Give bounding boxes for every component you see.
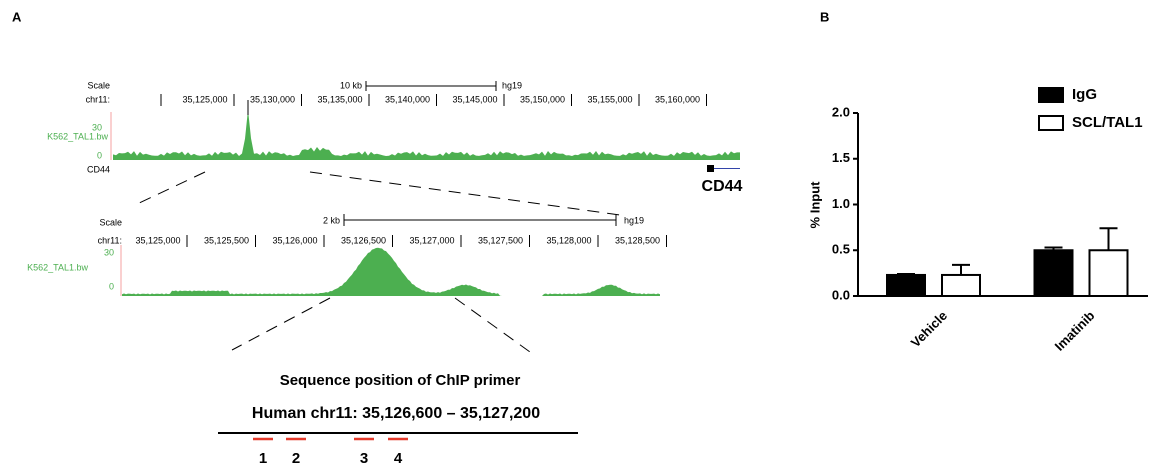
coord-label: 35,135,000 <box>317 94 362 104</box>
panel-label: A <box>12 9 22 24</box>
chrom-label: chr11: <box>98 235 122 245</box>
zoom-line <box>309 171 621 216</box>
x-tick-label: Vehicle <box>908 308 950 350</box>
primer-number: 1 <box>259 450 267 467</box>
coord-label: 35,125,000 <box>182 94 227 104</box>
coord-label: 35,125,500 <box>204 235 249 245</box>
signal-track <box>122 247 660 296</box>
coord-label: 35,127,000 <box>409 235 454 245</box>
scale-label: Scale <box>87 80 110 90</box>
y-tick-label: 1.5 <box>832 150 850 165</box>
coord-label: 35,127,500 <box>478 235 523 245</box>
signal-track <box>113 109 740 160</box>
coord-label: 35,126,000 <box>272 235 317 245</box>
legend-label: SCL/TAL1 <box>1072 114 1143 131</box>
primer-region: Human chr11: 35,126,600 – 35,127,200 <box>252 405 540 422</box>
track-name: K562_TAL1.bw <box>47 131 108 141</box>
coord-label: 35,140,000 <box>385 94 430 104</box>
bar-chart: 0.0 0.5 1.0 1.5 2.0 % Input IgG SCL/TAL1 Vehicle… <box>807 86 1148 354</box>
error-bar <box>897 273 915 276</box>
y-tick-label: 0.5 <box>832 242 850 257</box>
bar <box>1088 249 1129 297</box>
gene-exon <box>707 165 714 172</box>
track-min: 0 <box>109 281 114 291</box>
y-tick-label: 1.0 <box>832 196 850 211</box>
assembly: hg19 <box>502 80 522 90</box>
y-axis-label: % Input <box>807 181 822 229</box>
coord-label: 35,128,000 <box>546 235 591 245</box>
scale-bar-label: 10 kb <box>340 80 362 90</box>
legend-swatch <box>1038 87 1064 103</box>
bar <box>941 273 981 297</box>
legend-swatch <box>1038 115 1064 131</box>
x-tick-label: Imatinib <box>1052 308 1098 354</box>
gene-name: CD44 <box>702 178 743 195</box>
coord-label: 35,155,000 <box>587 94 632 104</box>
coord-label: 35,150,000 <box>520 94 565 104</box>
primers: 1 2 3 4 <box>253 437 408 467</box>
zoom-line <box>134 171 206 206</box>
coord-label: 35,128,500 <box>615 235 660 245</box>
assembly: hg19 <box>624 215 644 225</box>
error-bar <box>1099 227 1118 251</box>
track-name: K562_TAL1.bw <box>27 262 88 272</box>
zoom-line <box>454 297 531 353</box>
coord-label: 35,145,000 <box>452 94 497 104</box>
primer-number: 2 <box>292 450 300 467</box>
error-bar <box>1044 246 1063 251</box>
zoom-line <box>231 297 331 351</box>
bar <box>1033 249 1074 297</box>
coord-label: 35,126,500 <box>341 235 386 245</box>
coord-label: 35,160,000 <box>655 94 700 104</box>
primer-title: Sequence position of ChIP primer <box>280 372 521 389</box>
scale-bar-label: 2 kb <box>323 215 340 225</box>
bar <box>886 273 926 297</box>
legend-label: IgG <box>1072 86 1097 103</box>
scale-label: Scale <box>99 217 122 227</box>
panel-label: B <box>820 9 829 24</box>
primer-number: 3 <box>360 450 368 467</box>
error-bar <box>952 263 970 275</box>
primer-number: 4 <box>394 450 403 467</box>
gene-label: CD44 <box>87 164 110 174</box>
track-min: 0 <box>97 150 102 160</box>
track-max: 30 <box>92 122 102 132</box>
chrom-label: chr11: <box>86 94 110 104</box>
coord-label: 35,130,000 <box>250 94 295 104</box>
coord-label: 35,125,000 <box>135 235 180 245</box>
track-max: 30 <box>104 247 114 257</box>
y-tick-label: 0.0 <box>832 287 850 302</box>
y-tick-label: 2.0 <box>832 104 850 119</box>
